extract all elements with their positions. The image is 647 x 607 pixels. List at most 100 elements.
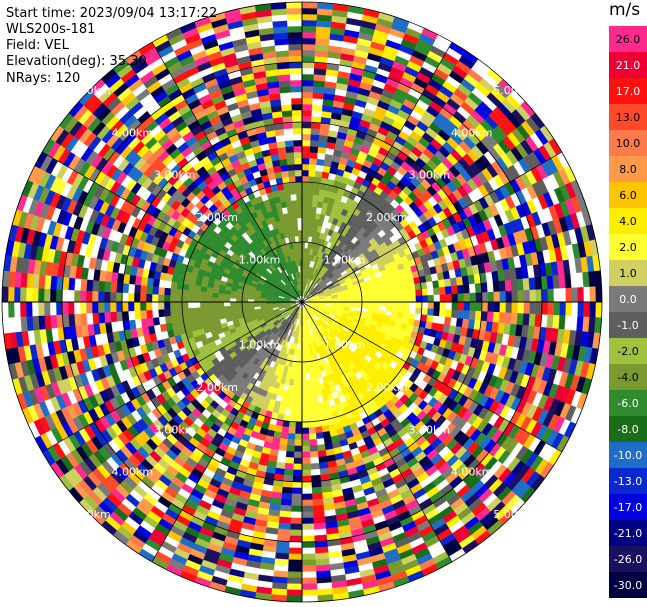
range-gate-cell <box>315 558 330 566</box>
range-gate-cell <box>313 528 327 536</box>
range-gate-cell <box>133 293 141 303</box>
range-gate-cell <box>522 313 530 326</box>
range-gate-cell <box>421 288 428 296</box>
range-gate-cell <box>218 310 226 316</box>
range-gate-cell <box>397 306 405 313</box>
range-gate-cell <box>311 486 323 494</box>
range-gate-cell <box>301 415 309 423</box>
range-gate-cell <box>308 427 316 434</box>
range-gate-cell <box>301 595 318 603</box>
range-gate-cell <box>98 280 106 292</box>
range-gate-cell <box>286 595 303 603</box>
range-gate-cell <box>304 355 309 363</box>
range-gate-cell <box>298 361 303 369</box>
range-gate-cell <box>289 409 297 416</box>
range-gate-cell <box>74 278 82 291</box>
range-gate-cell <box>301 85 314 93</box>
range-gate-cell <box>19 287 27 303</box>
range-gate-cell <box>284 408 291 416</box>
range-gate-cell <box>253 304 261 308</box>
range-gate-cell <box>301 127 312 135</box>
range-gate-cell <box>304 343 308 351</box>
range-gate-cell <box>547 288 555 303</box>
range-gate-cell <box>378 288 386 294</box>
range-gate-cell <box>134 310 142 320</box>
range-gate-cell <box>140 310 148 320</box>
range-gate-cell <box>97 301 105 313</box>
range-gate-cell <box>445 293 453 303</box>
range-gate-cell <box>279 510 292 518</box>
range-gate-cell <box>379 301 387 307</box>
range-gate-cell <box>409 307 416 315</box>
range-gate-cell <box>301 481 312 489</box>
range-gate-cell <box>301 391 308 399</box>
range-gate-cell <box>288 421 296 428</box>
range-gate-cell <box>158 309 165 318</box>
range-gate-cell <box>68 313 76 327</box>
range-gate-cell <box>308 421 316 428</box>
range-gate-cell <box>462 310 470 320</box>
range-gate-cell <box>115 301 123 312</box>
range-gate-cell <box>510 312 518 325</box>
range-gate-cell <box>206 311 214 318</box>
range-gate-cell <box>297 379 303 387</box>
range-gate-cell <box>205 301 213 308</box>
range-gate-cell <box>44 315 52 330</box>
range-gate-cell <box>301 409 309 417</box>
range-gate-cell <box>312 98 324 106</box>
range-gate-cell <box>115 292 123 303</box>
range-gate-cell <box>528 313 536 327</box>
range-gate-cell <box>427 308 434 316</box>
range-gate-cell <box>421 301 429 309</box>
range-gate-cell <box>312 194 320 202</box>
range-gate-cell <box>595 286 603 303</box>
range-gate-cell <box>409 295 417 303</box>
range-gate-cell <box>301 565 317 573</box>
range-gate-cell <box>301 397 308 405</box>
range-gate-cell <box>385 301 393 307</box>
range-gate-cell <box>577 301 585 317</box>
range-gate-cell <box>73 301 81 315</box>
range-gate-cell <box>49 301 57 316</box>
range-gate-cell <box>492 311 500 323</box>
range-gate-cell <box>127 292 135 303</box>
range-gate-cell <box>297 385 303 393</box>
range-gate-cell <box>457 293 465 303</box>
range-gate-cell <box>310 140 320 148</box>
range-gate-cell <box>403 301 411 308</box>
range-gate-cell <box>308 176 316 183</box>
range-gate-cell <box>188 284 196 291</box>
range-gate-cell <box>310 456 320 464</box>
range-gate-cell <box>139 301 147 311</box>
range-gate-cell <box>349 296 357 300</box>
range-gate-cell <box>315 432 324 440</box>
range-gate-cell <box>301 541 316 549</box>
range-gate-cell <box>577 287 585 303</box>
range-gate-cell <box>152 278 160 288</box>
range-gate-cell <box>367 298 375 303</box>
range-gate-cell <box>313 80 326 88</box>
range-gate-cell <box>290 511 303 519</box>
range-gate-cell <box>312 86 325 94</box>
range-gate-cell <box>307 182 315 189</box>
range-gate-cell <box>433 287 440 296</box>
range-gate-cell <box>433 294 441 303</box>
range-gate-cell <box>152 286 159 295</box>
range-gate-cell <box>451 293 459 303</box>
range-gate-cell <box>145 301 153 311</box>
range-gate-cell <box>301 211 307 219</box>
range-gate-cell <box>164 308 171 317</box>
range-gate-cell <box>290 505 303 513</box>
range-gate-cell <box>445 301 453 311</box>
range-gate-cell <box>498 280 506 292</box>
range-gate-cell <box>535 301 543 315</box>
range-gate-cell <box>104 281 112 293</box>
range-gate-cell <box>181 301 189 309</box>
range-gate-cell <box>511 290 519 303</box>
range-gate-cell <box>25 301 33 317</box>
range-gate-cell <box>301 475 312 483</box>
range-gate-cell <box>301 19 317 27</box>
range-gate-cell <box>313 188 320 196</box>
range-gate-cell <box>43 301 51 316</box>
range-gate-cell <box>294 427 303 435</box>
